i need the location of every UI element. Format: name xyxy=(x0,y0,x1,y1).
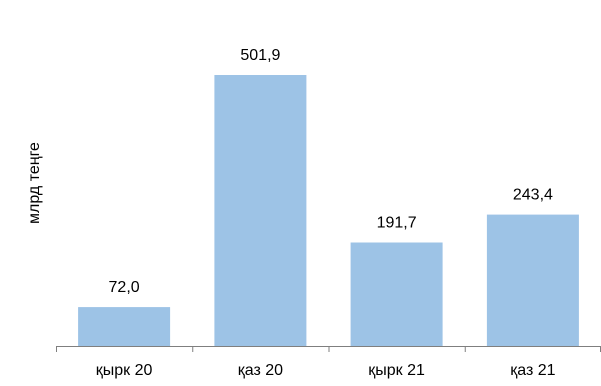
x-tick-label-2: қаз 20 xyxy=(238,362,283,379)
data-labels-layer: 72,0 501,9 191,7 243,4 xyxy=(109,47,553,296)
x-tick-label-1: қырк 20 xyxy=(96,362,153,379)
data-label-3: 191,7 xyxy=(377,215,417,232)
x-tick-labels: қырк 20 қаз 20 қырк 21 қаз 21 xyxy=(96,362,556,379)
x-axis xyxy=(56,346,601,352)
data-label-4: 243,4 xyxy=(513,187,553,204)
y-axis-label: млрд теңге xyxy=(26,142,43,224)
x-tick-label-3: қырк 21 xyxy=(368,362,425,379)
bar-4 xyxy=(486,214,579,346)
bar-1 xyxy=(78,307,171,346)
data-label-2: 501,9 xyxy=(240,47,280,64)
bars-layer xyxy=(78,75,579,346)
bar-2 xyxy=(214,75,307,346)
x-tick-label-4: қаз 21 xyxy=(510,362,555,379)
bar-3 xyxy=(350,242,443,346)
data-label-1: 72,0 xyxy=(109,279,140,296)
